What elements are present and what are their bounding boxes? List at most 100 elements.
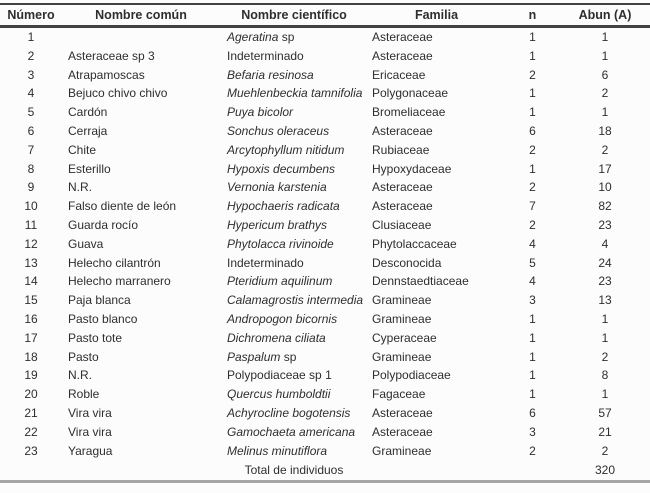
total-empty-comun [62,460,220,482]
cell-nombre-comun: Pasto tote [68,330,123,345]
table-row: 12 Guava Phytolacca rivinoide Phytolacca… [0,235,650,254]
cell-abun: 13 [598,293,612,308]
table-row: 7 Chite Arcytophyllum nitidum Rubiaceae … [0,141,650,160]
table-row: 13 Helecho cilantrón Indeterminado Desco… [0,254,650,273]
cell-n: 1 [529,387,536,402]
cell-n: 7 [529,199,536,214]
cell-familia: Asteraceae [372,180,433,195]
cell-nombre-cientifico: Hypochaeris radicata [220,197,368,216]
cell-nombre-cientifico: Calamagrostis intermedia [220,291,368,310]
cell-numero: 10 [24,199,38,214]
scientific-name-italic: Arcytophyllum nitidum [227,142,345,157]
cell-abun: 23 [598,217,612,232]
cell-abun: 1 [601,105,609,120]
cell-n: 1 [529,30,536,44]
cell-n: 2 [529,217,536,232]
scientific-name-regular: Indeterminado [227,255,304,270]
scientific-name-italic: Befaria resinosa [227,67,314,82]
scientific-name-italic: Puya bicolor [227,105,294,120]
cell-nombre-comun: Asteraceae sp 3 [68,48,155,63]
cell-nombre-cientifico: Dichromena ciliata [220,329,368,348]
cell-nombre-cientifico: Ageratina sp [220,27,368,47]
cell-nombre-cientifico: Quercus humboldtii [220,385,368,404]
table-row: 16 Pasto blanco Andropogon bicornis Gram… [0,310,650,329]
scientific-name-italic: Vernonia karstenia [227,180,327,195]
table-row: 17 Pasto tote Dichromena ciliata Cyperac… [0,329,650,348]
cell-familia: Polypodiaceae [372,368,451,383]
cell-nombre-cientifico: Gamochaeta americana [220,423,368,442]
total-empty-familia [368,460,505,482]
table-row: 2 Asteraceae sp 3 Indeterminado Asterace… [0,47,650,66]
cell-abun: 1 [601,311,609,326]
cell-numero: 16 [24,311,38,326]
table-row: 10 Falso diente de león Hypochaeris radi… [0,197,650,216]
cell-numero: 19 [24,368,38,383]
cell-nombre-cientifico: Hypoxis decumbens [220,160,368,179]
table-row: 14 Helecho marranero Pteridium aquilinum… [0,272,650,291]
cell-numero: 22 [24,424,38,439]
cell-nombre-comun: Guarda rocío [68,217,139,232]
scientific-name-italic: Gamochaeta americana [227,424,356,439]
cell-nombre-comun: Cerraja [68,123,108,138]
col-header-nombre-cientifico: Nombre científico [241,8,347,22]
scientific-name-regular: sp [280,349,297,364]
cell-familia: Asteraceae [372,424,433,439]
cell-n: 5 [529,255,536,270]
cell-abun: 4 [601,236,609,251]
cell-nombre-comun: Paja blanca [68,293,131,308]
cell-nombre-comun: Bejuco chivo chivo [68,86,168,101]
cell-familia: Ericaceae [372,67,426,82]
scientific-name-italic: Dichromena ciliata [227,330,326,345]
cell-nombre-cientifico: Befaria resinosa [220,66,368,85]
cell-numero: 11 [24,217,38,232]
cell-nombre-comun: Vira vira [68,405,112,420]
scientific-name-italic: Melinus minutiflora [227,443,328,458]
cell-nombre-comun: Pasto [68,349,99,364]
cell-nombre-comun: Yaragua [68,443,113,458]
cell-familia: Bromeliaceae [372,105,446,120]
cell-nombre-cientifico: Polypodiaceae sp 1 [220,366,368,385]
cell-nombre-comun: Helecho marranero [68,274,171,289]
cell-numero: 3 [27,67,35,82]
cell-nombre-comun [62,27,220,47]
cell-n: 3 [529,424,536,439]
cell-n: 1 [529,161,536,176]
cell-familia: Asteraceae [372,405,433,420]
table-row: 5 Cardón Puya bicolor Bromeliaceae 1 1 [0,103,650,122]
scientific-name-italic: Calamagrostis intermedia [227,293,364,308]
cell-abun: 1 [601,30,609,44]
table-footer: Total de individuos 320 [0,460,650,482]
cell-abun: 1 [601,48,609,63]
cell-n: 1 [529,330,536,345]
cell-n: 2 [529,142,536,157]
cell-abun: 21 [598,424,612,439]
cell-abun: 8 [601,368,609,383]
cell-abun: 2 [601,86,609,101]
col-header-abun: Abun (A) [578,8,632,22]
cell-familia: Asteraceae [372,30,433,44]
cell-abun: 17 [598,161,612,176]
scientific-name-italic: Quercus humboldtii [227,387,331,402]
cell-numero: 14 [24,274,38,289]
cell-familia: Cyperaceae [372,330,437,345]
scientific-name-italic: Hypoxis decumbens [227,161,336,176]
cell-numero: 18 [24,349,38,364]
cell-numero: 9 [27,180,35,195]
cell-n: 6 [529,405,536,420]
cell-n: 1 [529,349,536,364]
cell-abun: 24 [598,255,612,270]
table-row: 4 Bejuco chivo chivo Muehlenbeckia tamni… [0,84,650,103]
cell-numero: 13 [24,255,38,270]
cell-nombre-comun: Guava [68,236,104,251]
cell-familia: Asteraceae [372,123,433,138]
cell-nombre-cientifico: Paspalum sp [220,348,368,367]
cell-nombre-cientifico: Indeterminado [220,47,368,66]
scientific-name-italic: Andropogon bicornis [227,311,338,326]
scientific-name-italic: Achyrocline bogotensis [227,405,351,420]
cell-abun: 1 [601,387,609,402]
cell-familia: Asteraceae [372,48,433,63]
cell-n: 4 [529,236,536,251]
cell-familia: Clusiaceae [372,217,432,232]
cell-numero: 23 [24,443,38,458]
cell-numero: 7 [27,142,35,157]
